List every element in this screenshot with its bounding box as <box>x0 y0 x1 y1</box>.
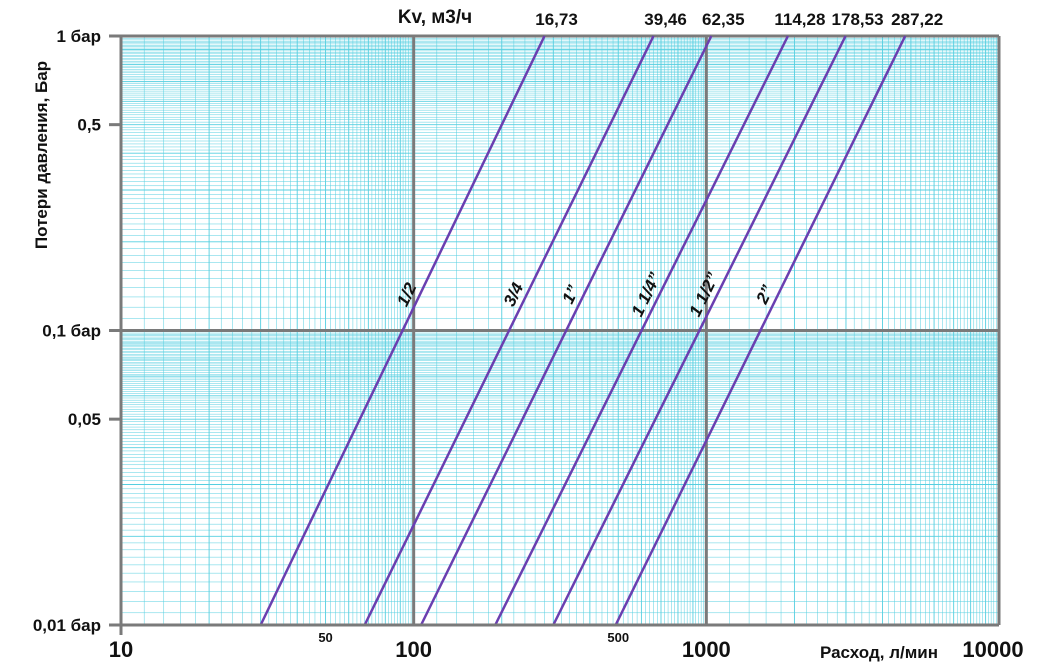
minor-grid <box>120 36 999 626</box>
kv-label: 114,28 <box>774 10 825 29</box>
y-tick-label: 0,01 бар <box>33 616 101 635</box>
x-tick-label: 100 <box>395 637 432 662</box>
x-axis-label: Расход, л/мин <box>820 643 938 662</box>
x-tick-label: 10 <box>109 637 133 662</box>
kv-label: 287,22 <box>891 10 943 29</box>
tick-labels: 10 50 100 500 1000 10000 1 бар 0,5 0,1 бар 0,05 0,… <box>33 27 1024 662</box>
y-axis-label: Потери давления, Бар <box>32 61 51 249</box>
kv-label: 16,73 <box>535 10 578 29</box>
x-tick-label: 1000 <box>682 637 731 662</box>
series-line-1 <box>363 35 655 626</box>
series-line-5 <box>614 35 907 626</box>
axes <box>109 34 999 635</box>
kv-label: 39,46 <box>644 10 687 29</box>
y-tick-label: 0,5 <box>77 116 101 135</box>
series-lines <box>259 35 907 626</box>
chart-title: Kv, м3/ч <box>398 7 472 28</box>
y-tick-label: 0,1 бар <box>42 322 101 341</box>
x-tick-label: 10000 <box>962 637 1023 662</box>
y-tick-label: 0,05 <box>68 410 101 429</box>
x-tick-label: 50 <box>318 630 332 645</box>
y-tick-label: 1 бар <box>56 27 101 46</box>
series-line-0 <box>259 35 546 626</box>
kv-labels: 16,73 39,46 62,35 114,28 178,53 287,22 <box>535 10 943 29</box>
x-tick-label: 500 <box>607 630 629 645</box>
kv-label: 178,53 <box>832 10 884 29</box>
kv-label: 62,35 <box>702 10 745 29</box>
series-line-2 <box>419 35 713 626</box>
series-line-4 <box>552 35 847 626</box>
series-line-3 <box>494 35 790 626</box>
